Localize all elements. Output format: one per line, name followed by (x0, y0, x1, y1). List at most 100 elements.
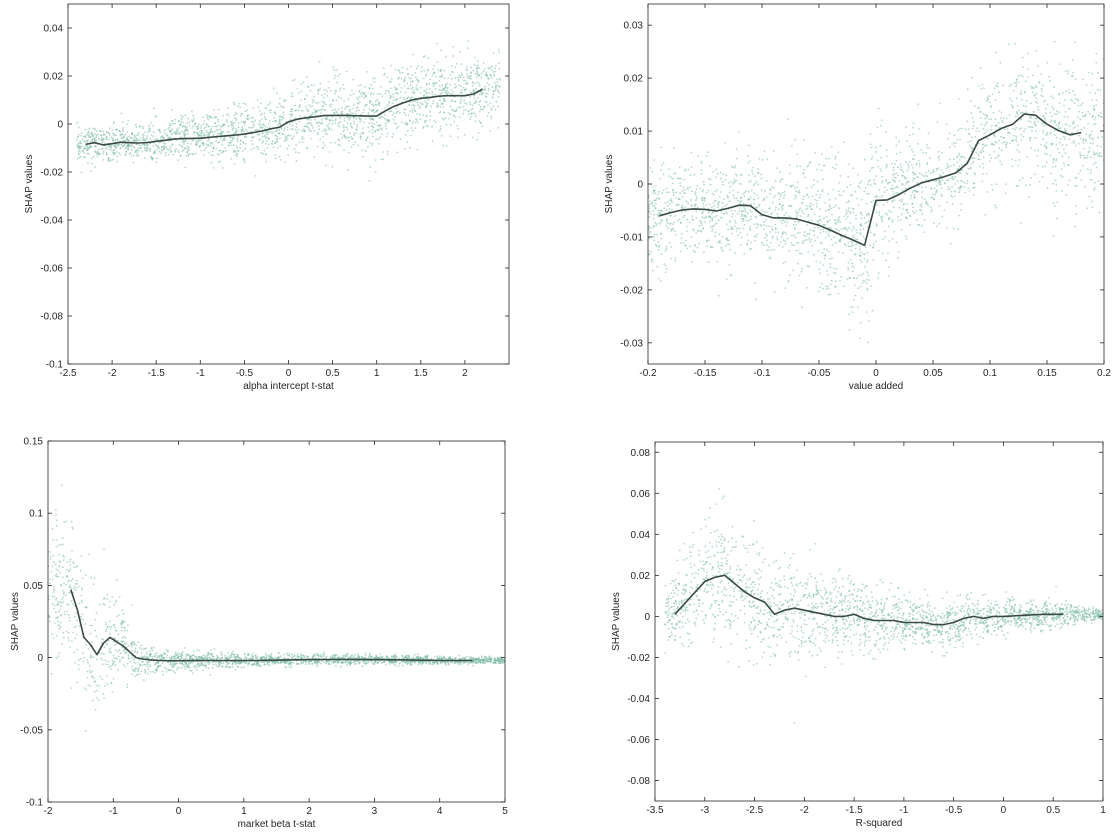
scatter-point (283, 129, 285, 131)
scatter-point (150, 134, 152, 136)
scatter-point (902, 184, 904, 186)
scatter-point (1067, 184, 1069, 186)
scatter-point (991, 105, 993, 107)
scatter-point (140, 147, 142, 149)
scatter-point (853, 299, 855, 301)
scatter-point (83, 140, 85, 142)
scatter-point (1073, 121, 1075, 123)
scatter-point (1094, 119, 1096, 121)
scatter-point (779, 171, 781, 173)
scatter-point (372, 136, 374, 138)
scatter-point (1091, 99, 1093, 101)
scatter-point (802, 173, 804, 175)
scatter-point (267, 131, 269, 133)
scatter-point (1011, 100, 1013, 102)
scatter-point (901, 199, 903, 201)
scatter-point (446, 93, 448, 95)
scatter-point (759, 204, 761, 206)
scatter-point (166, 148, 168, 150)
scatter-point (413, 89, 415, 91)
scatter-point (1058, 126, 1060, 128)
scatter-point (1074, 226, 1076, 228)
scatter-point (445, 84, 447, 86)
scatter-point (870, 143, 872, 145)
scatter-point (658, 249, 660, 251)
scatter-point (1034, 122, 1036, 124)
scatter-point (472, 104, 474, 106)
scatter-point (265, 131, 267, 133)
scatter-point (770, 193, 772, 195)
scatter-point (213, 146, 215, 148)
scatter-point (655, 225, 657, 227)
scatter-point (1055, 179, 1057, 181)
scatter-point (113, 604, 115, 606)
scatter-point (239, 103, 241, 105)
scatter-point (1047, 132, 1049, 134)
scatter-point (874, 183, 876, 185)
scatter-point (752, 167, 754, 169)
scatter-point (1054, 120, 1056, 122)
scatter-point (1085, 139, 1087, 141)
scatter-point (1000, 136, 1002, 138)
scatter-point (203, 154, 205, 156)
scatter-point (784, 240, 786, 242)
scatter-point (867, 342, 869, 344)
scatter-point (740, 232, 742, 234)
scatter-point (976, 127, 978, 129)
scatter-point (919, 165, 921, 167)
scatter-point (906, 183, 908, 185)
scatter-point (733, 182, 735, 184)
scatter-point (331, 116, 333, 118)
scatter-point (217, 129, 219, 131)
scatter-point (739, 183, 741, 185)
scatter-point (749, 226, 751, 228)
scatter-point (981, 149, 983, 151)
scatter-point (186, 122, 188, 124)
scatter-point (819, 208, 821, 210)
scatter-point (405, 134, 407, 136)
scatter-point (165, 152, 167, 154)
scatter-point (480, 100, 482, 102)
scatter-point (1059, 142, 1061, 144)
scatter-point (995, 207, 997, 209)
scatter-point (966, 183, 968, 185)
scatter-point (926, 176, 928, 178)
scatter-point (996, 124, 998, 126)
scatter-point (100, 134, 102, 136)
scatter-point (412, 111, 414, 113)
scatter-point (417, 121, 419, 123)
scatter-point (788, 215, 790, 217)
scatter-point (1024, 128, 1026, 130)
scatter-point (755, 207, 757, 209)
scatter-point (236, 138, 238, 140)
scatter-point (1012, 165, 1014, 167)
scatter-point (148, 125, 150, 127)
scatter-point (224, 139, 226, 141)
scatter-point (906, 209, 908, 211)
scatter-point (1055, 160, 1057, 162)
scatter-point (1010, 84, 1012, 86)
scatter-point (866, 279, 868, 281)
scatter-point (729, 201, 731, 203)
scatter-point (706, 155, 708, 157)
scatter-point (476, 71, 478, 73)
scatter-point (884, 230, 886, 232)
scatter-point (855, 295, 857, 297)
scatter-point (248, 127, 250, 129)
scatter-point (1056, 158, 1058, 160)
scatter-point (178, 144, 180, 146)
scatter-point (726, 238, 728, 240)
scatter-point (184, 135, 186, 137)
scatter-point (867, 274, 869, 276)
scatter-point (261, 118, 263, 120)
scatter-point (1095, 123, 1097, 125)
scatter-point (940, 169, 942, 171)
scatter-point (1065, 194, 1067, 196)
scatter-point (163, 148, 165, 150)
scatter-point (376, 99, 378, 101)
scatter-point (998, 91, 1000, 93)
y-tick-label: 0 (57, 120, 63, 131)
scatter-point (943, 209, 945, 211)
scatter-point (390, 88, 392, 90)
scatter-point (292, 138, 294, 140)
